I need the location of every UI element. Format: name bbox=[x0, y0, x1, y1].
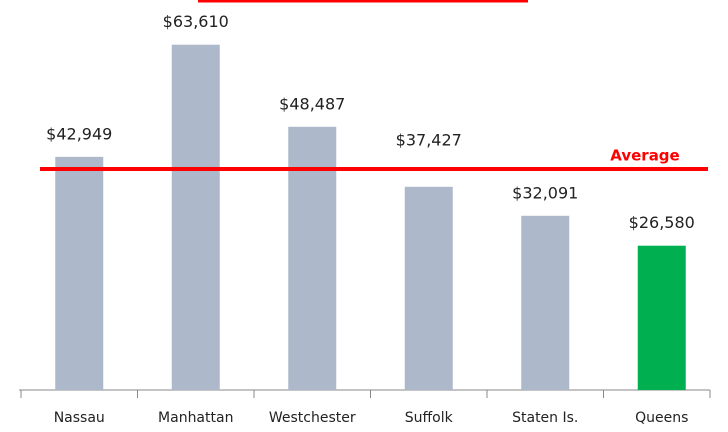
bar bbox=[55, 156, 104, 390]
bar bbox=[637, 245, 686, 390]
x-tick-label: Queens bbox=[635, 410, 688, 426]
bar bbox=[404, 186, 453, 390]
x-tick-label: Westchester bbox=[269, 410, 356, 426]
data-label: $42,949 bbox=[46, 124, 112, 143]
bar bbox=[171, 44, 220, 391]
x-tick-label: Nassau bbox=[54, 410, 105, 426]
data-label: $63,610 bbox=[163, 12, 229, 31]
x-tick-label: Manhattan bbox=[158, 410, 233, 426]
bar bbox=[521, 215, 570, 390]
bar bbox=[288, 126, 337, 391]
x-tick-label: Suffolk bbox=[405, 410, 454, 426]
average-label: Average bbox=[610, 147, 679, 165]
data-label: $32,091 bbox=[512, 183, 578, 202]
x-tick-label: Staten Is. bbox=[512, 410, 578, 426]
data-label: $26,580 bbox=[629, 213, 695, 232]
data-label: $37,427 bbox=[396, 131, 462, 150]
data-label: $48,487 bbox=[279, 94, 345, 113]
